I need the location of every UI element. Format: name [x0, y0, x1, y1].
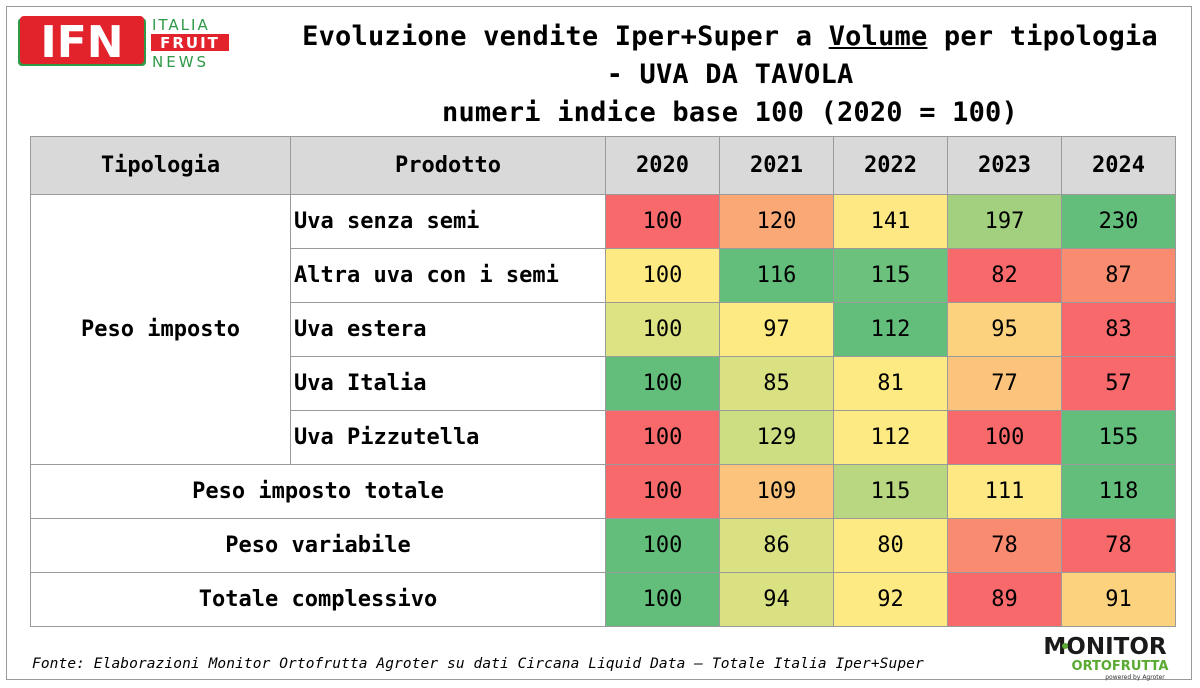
prodotto-cell: Altra uva con i semi: [290, 248, 606, 303]
value-cell: 86: [719, 518, 834, 573]
prodotto-cell: Uva estera: [290, 302, 606, 357]
title-line-1: Evoluzione vendite Iper+Super a Volume p…: [302, 21, 1158, 52]
value-cell: 120: [719, 194, 834, 249]
value-cell: 80: [833, 518, 948, 573]
prodotto-cell: Uva Pizzutella: [290, 410, 606, 465]
value-cell: 83: [1061, 302, 1176, 357]
value-cell: 94: [719, 572, 834, 627]
column-header: 2022: [833, 136, 948, 195]
monitor-logo-subtitle: ORTOFRUTTA: [1072, 659, 1169, 674]
data-table: Tipologia Prodotto 2020 2021 2022 2023 2024 Pe…: [30, 136, 1176, 627]
table-row: Totale complessivo 100 94 92 89 91: [30, 572, 1176, 627]
title-underlined: Volume: [828, 21, 928, 52]
column-header: 2023: [947, 136, 1062, 195]
value-cell: 100: [605, 410, 720, 465]
ifn-logo-news: NEWS: [152, 53, 209, 70]
value-cell: 92: [833, 572, 948, 627]
tipologia-cell: Peso variabile: [30, 518, 606, 573]
value-cell: 100: [605, 572, 720, 627]
value-cell: 118: [1061, 464, 1176, 519]
value-cell: 115: [833, 464, 948, 519]
column-header: Tipologia: [30, 136, 291, 195]
prodotto-cell: Uva Italia: [290, 356, 606, 411]
value-cell: 111: [947, 464, 1062, 519]
table-row: Uva Pizzutella 100 129 112 100 155: [31, 410, 1176, 465]
tipologia-cell: Totale complessivo: [30, 572, 606, 627]
value-cell: 78: [947, 518, 1062, 573]
value-cell: 78: [1061, 518, 1176, 573]
monitor-ortofrutta-logo: MONITOR ORTOFRUTTA powered by Agroter: [1043, 634, 1169, 681]
column-header: 2021: [719, 136, 834, 195]
value-cell: 115: [833, 248, 948, 303]
tipologia-cell: Peso imposto: [30, 194, 291, 465]
ifn-logo-fruit: FRUIT: [160, 34, 220, 52]
value-cell: 89: [947, 572, 1062, 627]
leaf-icon: [1062, 643, 1068, 649]
value-cell: 85: [719, 356, 834, 411]
value-cell: 129: [719, 410, 834, 465]
value-cell: 197: [947, 194, 1062, 249]
value-cell: 112: [833, 410, 948, 465]
value-cell: 95: [947, 302, 1062, 357]
title-line-3: numeri indice base 100 (2020 = 100): [442, 97, 1018, 128]
monitor-logo-powered: powered by Agroter: [1105, 674, 1165, 681]
value-cell: 100: [605, 248, 720, 303]
chart-frame: [6, 6, 1192, 680]
table-row: Peso imposto Uva senza semi 100 120 141 197 23…: [30, 194, 1176, 465]
value-cell: 91: [1061, 572, 1176, 627]
value-cell: 100: [605, 518, 720, 573]
table-row: Peso variabile 100 86 80 78 78: [30, 518, 1176, 573]
value-cell: 230: [1061, 194, 1176, 249]
value-cell: 57: [1061, 356, 1176, 411]
table-row: Uva Italia 100 85 81 77 57: [31, 356, 1176, 411]
value-cell: 100: [605, 194, 720, 249]
column-header: 2020: [605, 136, 720, 195]
ifn-logo-letters: IFN: [40, 17, 123, 68]
value-cell: 100: [947, 410, 1062, 465]
column-header: Prodotto: [290, 136, 606, 195]
value-cell: 141: [833, 194, 948, 249]
value-cell: 109: [719, 464, 834, 519]
value-cell: 81: [833, 356, 948, 411]
chart-title: Evoluzione vendite Iper+Super a Volume p…: [240, 18, 1200, 132]
tipologia-cell: Peso imposto totale: [30, 464, 606, 519]
value-cell: 100: [605, 464, 720, 519]
table-row: Altra uva con i semi 100 116 115 82 87: [31, 248, 1176, 303]
value-cell: 116: [719, 248, 834, 303]
value-cell: 112: [833, 302, 948, 357]
value-cell: 100: [605, 356, 720, 411]
column-header: 2024: [1061, 136, 1176, 195]
header-row: Tipologia Prodotto 2020 2021 2022 2023 2024: [30, 136, 1176, 195]
value-cell: 82: [947, 248, 1062, 303]
table-row: Uva estera 100 97 112 95 83: [31, 302, 1176, 357]
value-cell: 100: [605, 302, 720, 357]
title-line-2: - UVA DA TAVOLA: [606, 59, 854, 90]
value-cell: 155: [1061, 410, 1176, 465]
ifn-logo: IFN ITALIA FRUIT NEWS: [18, 16, 229, 70]
value-cell: 97: [719, 302, 834, 357]
prodotto-cell: Uva senza semi: [290, 194, 606, 249]
value-cell: 77: [947, 356, 1062, 411]
monitor-logo-title: MONITOR: [1043, 634, 1166, 660]
value-cell: 87: [1061, 248, 1176, 303]
ifn-logo-italia: ITALIA: [152, 16, 210, 34]
source-note: Fonte: Elaborazioni Monitor Ortofrutta A…: [32, 656, 924, 672]
table-row: Peso imposto totale 100 109 115 111 118: [30, 464, 1176, 519]
